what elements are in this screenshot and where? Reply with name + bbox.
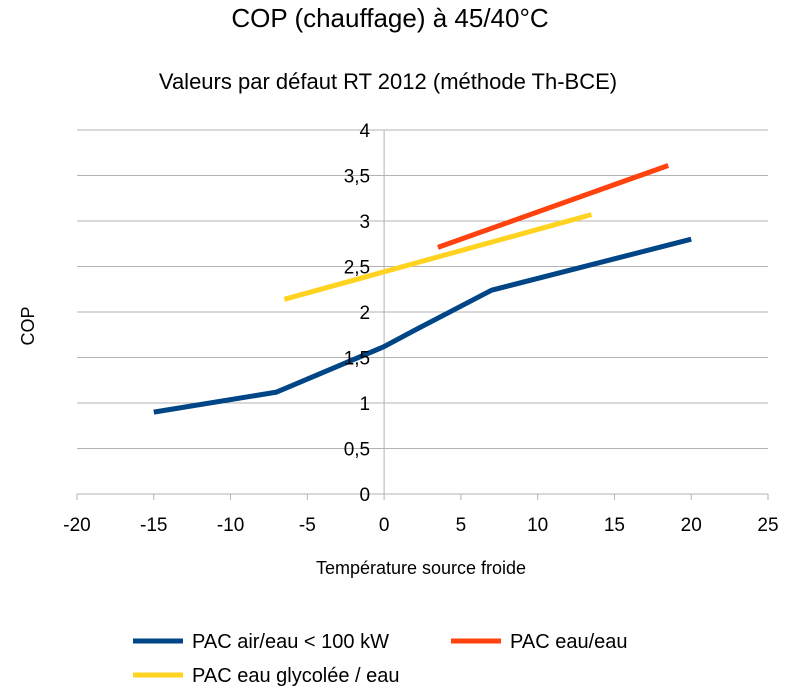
x-tick-label: 25 bbox=[757, 515, 778, 536]
x-tick-labels: -20 -15 -10 -5 0 5 10 15 20 25 bbox=[63, 515, 778, 536]
axes bbox=[76, 130, 769, 500]
y-tick-label: 2,5 bbox=[344, 258, 370, 279]
x-axis-label: Température source froide bbox=[316, 558, 526, 578]
x-tick-label: 5 bbox=[456, 515, 467, 536]
y-tick-label: 0 bbox=[360, 485, 371, 506]
x-tick-label: -20 bbox=[63, 515, 90, 536]
x-tick-label: 0 bbox=[379, 515, 390, 536]
legend: PAC air/eau < 100 kW PAC eau/eau PAC eau g… bbox=[133, 631, 628, 687]
y-tick-label: 4 bbox=[360, 121, 371, 142]
y-tick-label: 3,5 bbox=[344, 167, 370, 188]
y-tick-labels: 0 0,5 1 1,5 2 2,5 3 3,5 4 bbox=[344, 121, 371, 506]
y-tick-label: 1,5 bbox=[344, 349, 370, 370]
grid bbox=[77, 129, 768, 449]
x-tick-label: 10 bbox=[527, 515, 548, 536]
legend-label-1: PAC air/eau < 100 kW bbox=[192, 631, 389, 653]
chart-subtitle: Valeurs par défaut RT 2012 (méthode Th-B… bbox=[159, 69, 617, 94]
y-tick-label: 2 bbox=[360, 303, 371, 324]
series-line-1 bbox=[153, 236, 692, 415]
y-tick-label: 1 bbox=[360, 394, 371, 415]
legend-label-3: PAC eau glycolée / eau bbox=[192, 665, 400, 687]
x-tick-label: 20 bbox=[681, 515, 702, 536]
x-tick-label: -5 bbox=[299, 515, 316, 536]
y-axis-label: COP bbox=[18, 306, 38, 345]
series-line-2 bbox=[437, 163, 670, 250]
x-tick-label: -15 bbox=[140, 515, 167, 536]
y-tick-label: 0,5 bbox=[344, 440, 370, 461]
x-tick-label: 15 bbox=[604, 515, 625, 536]
y-tick-label: 3 bbox=[360, 212, 371, 233]
chart-title: COP (chauffage) à 45/40°C bbox=[231, 3, 548, 33]
series-lines bbox=[153, 163, 692, 415]
x-tick-label: -10 bbox=[217, 515, 244, 536]
legend-label-2: PAC eau/eau bbox=[510, 631, 628, 653]
series-line-3 bbox=[283, 212, 593, 302]
